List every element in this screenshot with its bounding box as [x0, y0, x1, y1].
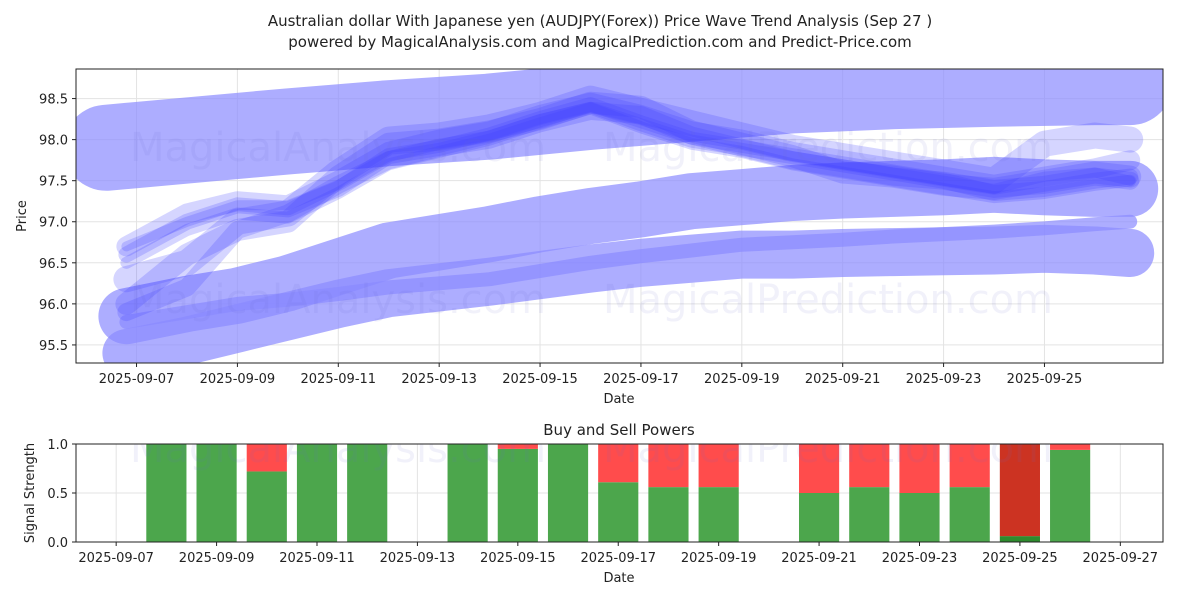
sell-bar — [246, 444, 287, 472]
trend-band-upper — [76, 69, 1163, 191]
trend-band-middle — [98, 156, 1159, 345]
x-tick-label: 2025-09-21 — [805, 372, 881, 387]
x-tick-label: 2025-09-11 — [279, 551, 355, 566]
buy-bar — [347, 444, 388, 542]
buy-bar — [146, 444, 187, 542]
x-tick-label: 2025-09-21 — [781, 551, 857, 566]
signal-panel: Buy and Sell Powers MagicalAnalysis.com … — [23, 421, 1164, 586]
price-plot-frame — [75, 68, 1164, 364]
price-panel: MagicalAnalysis.com MagicalPrediction.co… — [15, 68, 1164, 407]
sell-bar — [849, 444, 890, 488]
sell-bar — [798, 444, 840, 493]
y-tick-label: 97.5 — [39, 175, 68, 190]
watermark-text: MagicalPrediction.com — [603, 125, 1053, 171]
chart-title: Australian dollar With Japanese yen (AUD… — [268, 12, 932, 30]
x-tick-label: 2025-09-09 — [200, 372, 276, 387]
sell-bar — [698, 444, 739, 488]
x-tick-label: 2025-09-07 — [78, 551, 154, 566]
price-path-3 — [120, 102, 1137, 269]
y-tick-label: 98.0 — [39, 134, 68, 149]
trend-bands — [76, 69, 1163, 363]
x-tick-label: 2025-09-09 — [179, 551, 255, 566]
x-tick-label: 2025-09-07 — [99, 372, 175, 387]
x-tick-label: 2025-09-19 — [681, 551, 757, 566]
buy-bar — [849, 487, 890, 542]
signal-y-axis-label: Signal Strength — [23, 443, 38, 543]
sell-bar — [598, 444, 639, 483]
signal-axis-ticks: 0.0 0.5 1.0 2025-09-07 2025-09-09 2025-09-11 2… — [47, 438, 1158, 566]
sell-bar — [1050, 444, 1091, 450]
sell-bar — [949, 444, 990, 488]
price-path-7 — [121, 101, 1136, 252]
buy-bar — [648, 487, 689, 542]
x-tick-label: 2025-09-17 — [580, 551, 656, 566]
buy-bar — [547, 444, 589, 542]
y-tick-label: 96.0 — [39, 298, 68, 313]
price-path-5 — [115, 91, 1142, 315]
price-path-2 — [116, 92, 1141, 257]
signal-bars — [146, 444, 1091, 542]
buy-bar — [1050, 449, 1091, 542]
watermark-text: MagicalAnalysis.com — [130, 426, 546, 472]
y-tick-label: 97.0 — [39, 216, 68, 231]
price-waves — [113, 85, 1144, 322]
x-tick-label: 2025-09-13 — [401, 372, 477, 387]
buy-bar — [999, 536, 1040, 542]
signal-x-axis-label: Date — [603, 571, 634, 586]
price-x-axis-label: Date — [603, 392, 634, 407]
x-tick-label: 2025-09-27 — [1083, 551, 1159, 566]
price-y-axis-label: Price — [15, 200, 30, 232]
y-tick-label: 1.0 — [47, 438, 68, 453]
buy-bar — [497, 448, 538, 542]
x-tick-label: 2025-09-25 — [982, 551, 1058, 566]
price-path-6 — [117, 101, 1140, 322]
price-watermarks: MagicalAnalysis.com MagicalPrediction.co… — [130, 125, 1053, 323]
watermark-text: MagicalAnalysis.com — [130, 125, 546, 171]
watermark-text: MagicalAnalysis.com — [130, 277, 546, 323]
price-path-4 — [113, 85, 1144, 293]
buy-bar — [196, 444, 237, 542]
buy-bar — [899, 493, 940, 542]
x-tick-label: 2025-09-11 — [301, 372, 377, 387]
buy-bar — [296, 444, 338, 542]
buy-bar — [447, 444, 488, 542]
sell-bar — [899, 444, 940, 493]
price-path-1 — [118, 97, 1139, 263]
watermark-text: MagicalPrediction.com — [603, 426, 1053, 472]
y-tick-label: 96.5 — [39, 257, 68, 272]
watermark-text: MagicalPrediction.com — [603, 277, 1053, 323]
x-tick-label: 2025-09-25 — [1007, 372, 1083, 387]
x-tick-label: 2025-09-17 — [603, 372, 679, 387]
buy-bar — [246, 471, 287, 542]
x-tick-label: 2025-09-15 — [502, 372, 578, 387]
sell-bar — [497, 444, 538, 449]
buy-bar — [598, 482, 639, 542]
y-tick-label: 0.0 — [47, 536, 68, 551]
price-axis-ticks: 95.5 96.0 96.5 97.0 97.5 98.0 98.5 2025-09-07 20… — [39, 93, 1082, 387]
trend-band-base — [119, 214, 1138, 329]
x-tick-label: 2025-09-23 — [882, 551, 958, 566]
signal-title: Buy and Sell Powers — [543, 421, 695, 439]
price-plot-content: MagicalAnalysis.com MagicalPrediction.co… — [76, 69, 1163, 363]
y-tick-label: 0.5 — [47, 487, 68, 502]
sell-bar — [999, 444, 1040, 537]
buy-bar — [949, 487, 990, 542]
signal-watermarks: MagicalAnalysis.com MagicalPrediction.co… — [130, 426, 1053, 472]
buy-bar — [698, 487, 739, 542]
y-tick-label: 95.5 — [39, 339, 68, 354]
x-tick-label: 2025-09-19 — [704, 372, 780, 387]
sell-bar — [648, 444, 689, 488]
buy-bar — [798, 493, 840, 542]
chart-subtitle: powered by MagicalAnalysis.com and Magic… — [288, 33, 912, 51]
x-tick-label: 2025-09-23 — [906, 372, 982, 387]
x-tick-label: 2025-09-15 — [480, 551, 556, 566]
x-tick-label: 2025-09-13 — [380, 551, 456, 566]
y-tick-label: 98.5 — [39, 93, 68, 108]
